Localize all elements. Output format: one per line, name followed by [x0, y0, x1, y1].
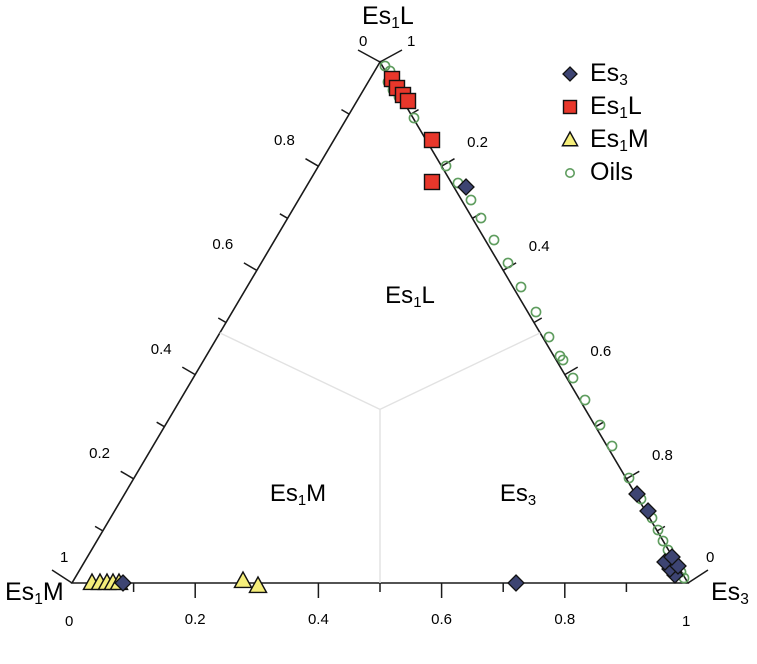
legend-item[interactable]: Oils — [556, 156, 746, 189]
divider-to-right-edge — [379, 332, 541, 410]
diamond-marker — [628, 485, 646, 503]
vertex-label-top: Es1L — [362, 2, 414, 33]
circle-open-marker — [465, 194, 477, 206]
left-axis-ticks — [94, 108, 350, 532]
field-label: Es1L — [385, 282, 435, 312]
series-es1l — [383, 70, 441, 191]
circle-open-marker — [565, 167, 575, 178]
circle-open-marker — [515, 281, 527, 293]
axis-tick — [533, 317, 543, 324]
triangle-marker — [561, 130, 579, 146]
left-tick-label: 0.8 — [273, 132, 295, 150]
left-vertex-tick — [51, 569, 73, 584]
axis-tick — [341, 108, 350, 115]
circle-open-marker — [475, 212, 487, 224]
bottom-axis-ticks — [132, 583, 628, 598]
legend-item-label: Oils — [590, 158, 634, 186]
circle-open-marker — [502, 257, 514, 269]
circle-open-marker — [594, 419, 606, 431]
axis-tick — [279, 213, 288, 219]
legend-item-label: Es1L — [590, 92, 642, 123]
left-tick-label: 0.6 — [212, 236, 234, 254]
circle-open-marker — [623, 472, 635, 484]
diamond-marker — [114, 574, 132, 592]
field-label: Es3 — [499, 480, 537, 510]
field-label: Es1M — [269, 480, 327, 510]
axis-tick — [564, 366, 579, 376]
left-tick-label: 0.2 — [89, 444, 111, 462]
diamond-marker — [562, 65, 578, 82]
diamond-marker — [556, 60, 584, 88]
legend: Es3 Es1L Es1M Oils — [556, 57, 746, 189]
legend-item[interactable]: Es3 — [556, 57, 746, 90]
axis-tick — [243, 262, 258, 272]
bottom-tick-label: 0.6 — [431, 611, 453, 628]
circle-open-marker — [567, 372, 579, 384]
circle-open-marker — [652, 524, 664, 536]
bottom-tick-label: 0.2 — [184, 611, 206, 628]
series-es3 — [114, 178, 687, 592]
apex-tick-zero: 0 — [359, 33, 368, 50]
legend-item[interactable]: Es1L — [556, 90, 746, 123]
bottom-tick-label: 0.4 — [307, 611, 329, 628]
diamond-marker — [663, 548, 681, 566]
diamond-marker — [639, 502, 657, 520]
axis-tick — [181, 366, 196, 376]
axis-tick — [305, 158, 319, 167]
apex-tick-right — [379, 49, 403, 63]
circle-open-marker — [440, 160, 452, 172]
bottom-tick-one: 1 — [682, 613, 691, 630]
right-tick-label: 0.6 — [590, 342, 612, 360]
square-marker — [423, 131, 441, 149]
right-tick-label: 0.8 — [651, 446, 673, 464]
bottom-tick-label: 0.8 — [554, 611, 576, 628]
circle-open-marker — [579, 394, 591, 406]
square-marker — [556, 93, 584, 121]
right-vertex-tick — [687, 569, 709, 584]
circle-open-marker — [606, 440, 618, 452]
triangle-marker — [556, 126, 584, 154]
circle-open-marker — [556, 159, 584, 187]
legend-item-label: Es3 — [590, 59, 628, 90]
axis-tick — [94, 525, 104, 532]
circle-open-marker — [543, 331, 555, 343]
square-marker — [423, 173, 441, 191]
divider-to-left-edge — [219, 332, 381, 410]
diamond-marker — [457, 178, 475, 196]
bottom-tick-zero: 0 — [65, 613, 74, 630]
diamond-marker — [507, 574, 525, 592]
axis-tick — [217, 317, 227, 324]
vertex-label-bottom-left: Es1M — [5, 578, 64, 609]
square-marker — [562, 99, 578, 114]
circle-open-marker — [557, 354, 569, 366]
square-marker — [399, 92, 417, 110]
axis-tick — [595, 421, 604, 428]
left-vertex-tick-one: 1 — [60, 549, 69, 566]
left-tick-label: 0.4 — [150, 340, 172, 358]
triangle-marker — [233, 570, 253, 589]
apex-tick-left — [357, 49, 381, 63]
axis-tick — [120, 470, 134, 480]
legend-item-label: Es1M — [590, 125, 649, 156]
circle-open-marker — [408, 112, 420, 124]
vertex-label-bottom-right: Es3 — [711, 578, 749, 609]
circle-open-marker — [488, 234, 500, 246]
right-tick-label: 0.2 — [467, 134, 489, 152]
axis-tick — [156, 421, 165, 428]
triangle-marker — [248, 575, 268, 594]
right-vertex-tick-zero: 0 — [706, 549, 715, 566]
circle-open-marker — [530, 306, 542, 318]
circle-open-marker — [657, 535, 669, 547]
apex-tick-one: 1 — [407, 33, 416, 50]
right-tick-label: 0.4 — [528, 238, 550, 256]
legend-item[interactable]: Es1M — [556, 123, 746, 156]
axis-tick — [656, 525, 666, 532]
